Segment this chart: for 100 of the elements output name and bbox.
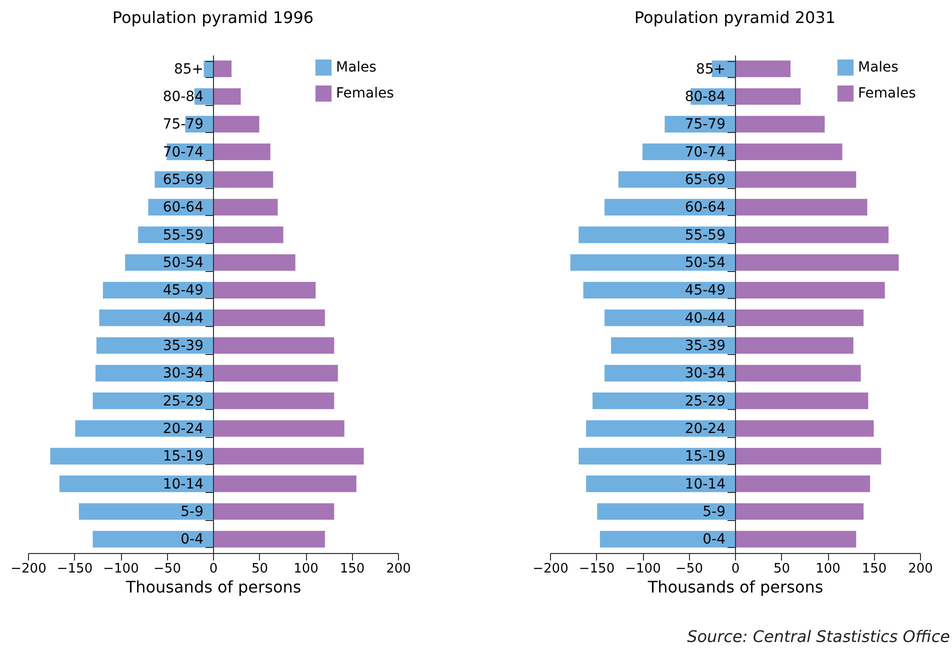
y-tick-label: 85+ [174,61,204,78]
bar [611,337,735,354]
legend-label: Males [858,60,898,76]
bar [604,364,735,382]
y-tick-label: 55-59 [162,227,204,244]
bar [735,503,864,520]
y-tick-label: 50-54 [162,255,204,271]
y-tick-label: 20-24 [684,421,726,437]
y-tick-label: 45-49 [162,282,204,299]
bar [213,254,296,271]
x-tick-label: 50 [251,562,268,576]
bar [583,282,735,298]
bar [59,476,213,492]
x-axis-title: Thousands of persons [124,578,302,596]
y-tick-label: 70-74 [684,144,726,160]
bar [213,337,334,354]
legend-label: Females [858,86,916,102]
y-tick-label: 10-14 [684,476,726,492]
bar [735,448,882,464]
legend-label: Males [336,60,376,76]
x-tick-label: −150 [56,562,93,576]
y-tick-label: 40-44 [684,310,726,326]
bar [735,88,801,105]
bar [92,392,213,410]
y-tick-label: 65-69 [684,172,726,188]
y-tick-label: 75-79 [684,116,726,133]
x-tick-label: −200 [10,562,46,576]
y-tick-label: 60-64 [162,200,204,216]
y-tick-label: 50-54 [684,255,726,271]
bar [213,116,260,132]
y-tick-label: 30-34 [162,366,204,382]
bar [735,476,870,492]
bar [735,198,868,216]
bar [604,198,735,216]
x-tick-label: 200 [386,562,411,576]
y-tick-label: 35-39 [684,338,726,354]
x-tick-label: −150 [578,562,615,576]
bar [735,337,854,354]
y-tick-label: 15-19 [162,448,204,465]
bar [735,420,874,437]
bar [604,310,735,326]
bar [735,226,889,244]
bar [735,144,842,160]
y-tick-label: 5-9 [180,504,204,520]
bar [735,254,899,271]
y-tick-label: 60-64 [684,200,726,216]
bar [578,226,735,244]
y-tick-label: 5-9 [702,504,726,520]
x-tick-label: 100 [294,562,318,576]
x-tick-label: 150 [862,562,887,576]
bar [75,420,213,437]
y-tick-label: 65-69 [162,172,204,188]
bar [735,310,864,326]
bar [735,171,856,188]
bar [213,226,284,244]
bar [213,530,325,548]
x-tick-label: 0 [731,562,740,576]
bar [735,116,825,132]
x-axis-title: Thousands of persons [646,578,824,596]
bar [735,282,885,298]
x-tick-label: 50 [773,562,790,576]
bar [213,392,334,410]
bar [642,144,735,160]
bar [213,310,325,326]
bar [213,476,356,492]
chart-title: Population pyramid 1996 [112,8,314,27]
bar [600,530,735,548]
x-tick-label: 0 [209,562,218,576]
bar [735,392,868,410]
bar [570,254,735,271]
legend-label: Females [336,86,394,102]
x-tick-label: −50 [154,562,181,576]
y-tick-label: 20-24 [162,421,204,437]
x-tick-label: −100 [625,562,661,576]
bar [213,171,274,188]
bar [597,503,735,520]
y-tick-label: 35-39 [162,338,204,354]
bar [213,503,334,520]
bar [213,198,278,216]
bar [213,364,338,382]
bar [213,144,270,160]
bar [213,88,241,105]
bar [592,392,735,410]
bar [99,310,213,326]
bar [735,364,861,382]
bar [92,530,213,548]
bar [213,60,232,78]
chart-title: Population pyramid 2031 [634,8,836,27]
bar [618,171,735,188]
bar [204,60,213,78]
x-tick-label: 200 [908,562,933,576]
source-note: Source: Central Stastistics Office [686,627,951,646]
bar [586,476,735,492]
x-tick-label: 100 [816,562,840,576]
bar [96,364,213,382]
bar [125,254,213,271]
bar [213,448,364,464]
x-tick-label: 150 [340,562,365,576]
y-tick-label: 30-34 [684,366,726,382]
y-tick-label: 55-59 [684,227,726,244]
